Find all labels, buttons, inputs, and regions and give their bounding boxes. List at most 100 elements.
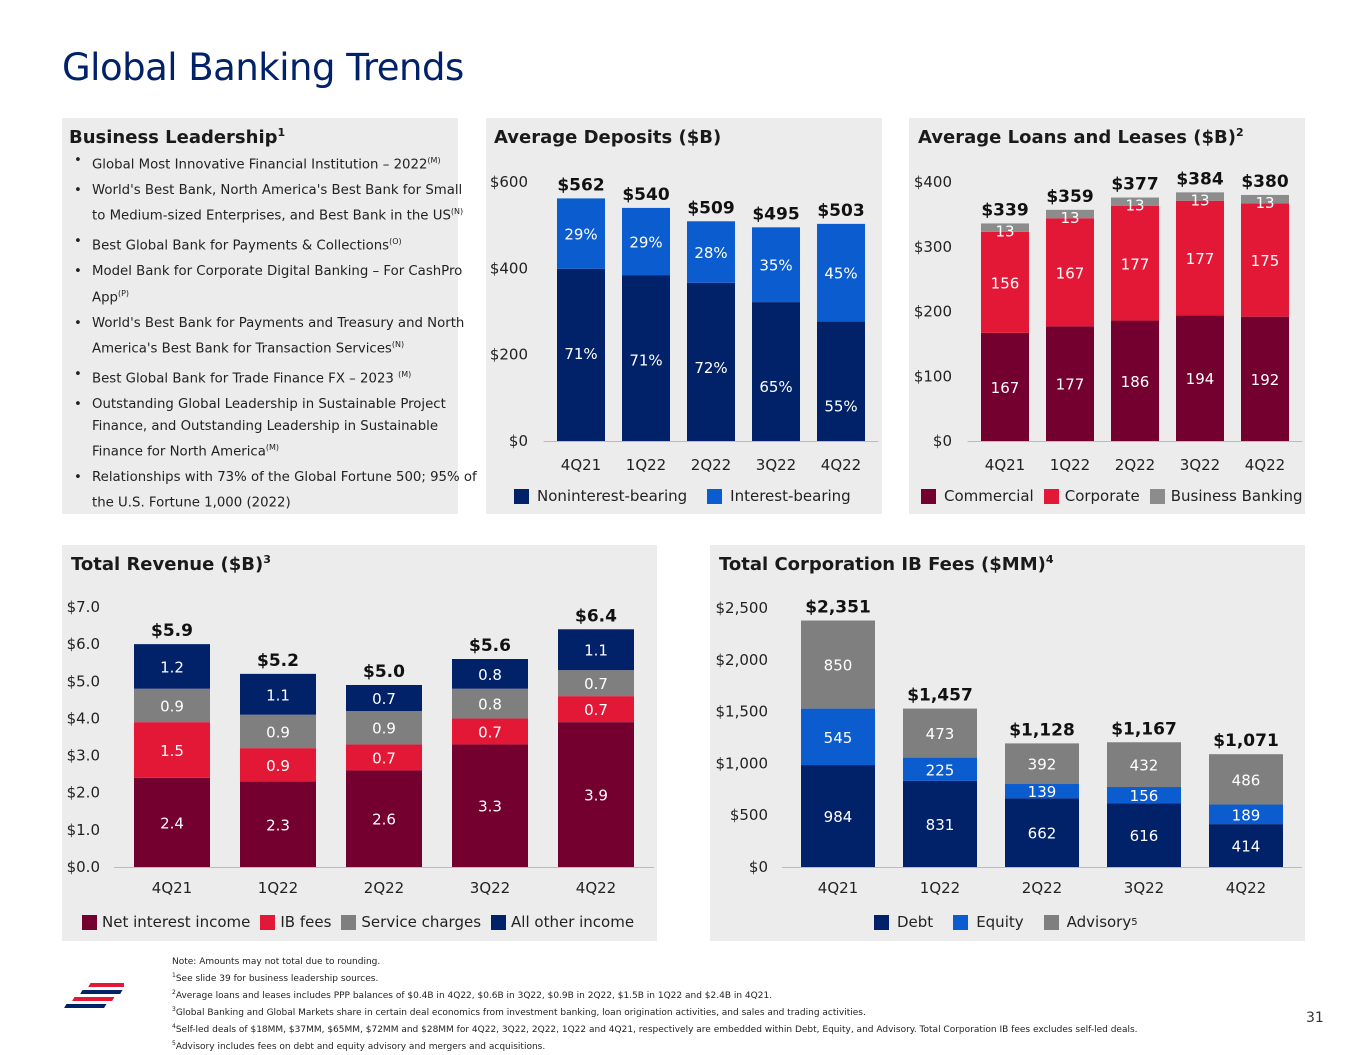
page-title: Global Banking Trends xyxy=(62,46,464,89)
legend-item: Commercial xyxy=(921,487,1034,505)
bar-segment xyxy=(558,629,634,671)
bar-segment xyxy=(1111,320,1159,441)
data-label: 177 xyxy=(1056,376,1085,394)
leadership-item: Global Most Innovative Financial Institu… xyxy=(74,150,477,176)
data-label: 1.1 xyxy=(584,642,608,660)
data-label: 984 xyxy=(824,808,853,826)
legend-label: Net interest income xyxy=(102,913,251,931)
data-label: 13 xyxy=(995,222,1014,240)
x-tick-label: 4Q22 xyxy=(576,879,616,897)
bar-segment xyxy=(981,223,1029,232)
footnote-number: 3 xyxy=(172,1006,176,1014)
bar-segment xyxy=(981,231,1029,333)
footnote-number: 2 xyxy=(172,989,176,997)
data-label: 177 xyxy=(1186,250,1215,268)
legend-footnote: 5 xyxy=(1131,916,1138,928)
bar-segment xyxy=(1046,326,1094,441)
footnote-ref: (O) xyxy=(389,237,402,247)
footnote: 3Global Banking and Global Markets share… xyxy=(172,1003,1138,1020)
bar-segment xyxy=(346,770,422,867)
legend-item: Business Banking xyxy=(1149,487,1303,505)
legend-item: Advisory 5 xyxy=(1043,913,1138,931)
bar-segment xyxy=(903,708,977,758)
total-label: $377 xyxy=(1111,175,1158,195)
data-label: 225 xyxy=(926,761,955,779)
footnotes: Note: Amounts may not total due to round… xyxy=(172,952,1138,1055)
y-tick-label: $100 xyxy=(914,367,952,385)
leadership-item: World's Best Bank for Payments and Treas… xyxy=(74,313,477,360)
y-tick-label: $300 xyxy=(914,238,952,256)
bar-segment xyxy=(1209,824,1283,867)
total-label: $1,071 xyxy=(1213,731,1279,751)
footnote-ref: (M) xyxy=(427,156,441,165)
data-label: 65% xyxy=(759,378,792,396)
bar-segment xyxy=(558,722,634,867)
page-number: 31 xyxy=(1306,1010,1324,1026)
data-label: 167 xyxy=(991,379,1020,397)
deposits-legend: Noninterest-bearing Interest-bearing xyxy=(514,487,871,505)
legend-item: Corporate xyxy=(1043,487,1140,505)
data-label: 13 xyxy=(1190,191,1209,209)
leadership-title: Business Leadership1 xyxy=(69,126,286,148)
leadership-text: Global Most Innovative Financial Institu… xyxy=(92,157,428,173)
data-label: 29% xyxy=(629,234,662,252)
bar-segment xyxy=(134,644,210,689)
revenue-title: Total Revenue ($B)3 xyxy=(71,553,271,575)
data-label: 662 xyxy=(1028,825,1057,843)
data-label: 414 xyxy=(1232,838,1261,856)
x-tick-label: 2Q22 xyxy=(1115,456,1155,474)
data-label: 167 xyxy=(1056,264,1085,282)
legend-label: Equity xyxy=(976,913,1024,931)
leadership-text: Best Global Bank for Trade Finance FX – … xyxy=(92,371,399,387)
bar-segment xyxy=(452,659,528,689)
leadership-text: World's Best Bank for Payments and Treas… xyxy=(92,315,465,357)
leadership-item: Relationships with 73% of the Global For… xyxy=(74,467,477,514)
footnote: 5Advisory includes fees on debt and equi… xyxy=(172,1037,1138,1054)
bar-segment xyxy=(752,302,800,441)
footnote: 2Average loans and leases includes PPP b… xyxy=(172,986,1138,1003)
data-label: 13 xyxy=(1060,209,1079,227)
bar-segment xyxy=(452,688,528,719)
data-label: 71% xyxy=(629,351,662,369)
data-label: 392 xyxy=(1028,756,1057,774)
bar-segment xyxy=(1209,804,1283,825)
data-label: 156 xyxy=(1130,787,1159,805)
bar-segment xyxy=(752,227,800,303)
x-tick-label: 3Q22 xyxy=(756,456,796,474)
footnote-ref: (M) xyxy=(398,370,412,380)
y-tick-label: $200 xyxy=(490,346,528,364)
x-tick-label: 2Q22 xyxy=(691,456,731,474)
ib-fees-title: Total Corporation IB Fees ($MM)4 xyxy=(719,553,1054,575)
x-tick-label: 1Q22 xyxy=(920,879,960,897)
bar-segment xyxy=(452,744,528,867)
y-tick-label: $4.0 xyxy=(67,709,100,727)
x-tick-label: 3Q22 xyxy=(1180,456,1220,474)
total-label: $6.4 xyxy=(575,606,617,626)
x-tick-label: 1Q22 xyxy=(626,456,666,474)
data-label: 545 xyxy=(824,729,853,747)
data-label: 1.1 xyxy=(266,686,290,704)
bar-segment xyxy=(1107,742,1181,788)
bar-segment xyxy=(1046,209,1094,219)
bar-segment xyxy=(1176,192,1224,201)
x-tick-label: 4Q21 xyxy=(985,456,1025,474)
bar-segment xyxy=(622,207,670,276)
footnote-number: 4 xyxy=(172,1023,176,1031)
legend-swatch xyxy=(953,914,969,930)
y-tick-label: $200 xyxy=(914,303,952,321)
total-label: $380 xyxy=(1241,172,1288,192)
y-tick-label: $6.0 xyxy=(67,635,100,653)
bar-segment xyxy=(801,620,875,709)
y-tick-label: $1,000 xyxy=(716,754,769,772)
legend-item: Debt xyxy=(874,913,933,931)
total-label: $5.6 xyxy=(469,636,511,656)
legend-swatch xyxy=(514,488,529,504)
data-label: 45% xyxy=(824,265,857,283)
footnote-number: 5 xyxy=(172,1040,176,1048)
data-label: 156 xyxy=(991,274,1020,292)
bar-segment xyxy=(817,223,865,322)
leadership-item: Best Global Bank for Trade Finance FX – … xyxy=(74,364,477,390)
data-label: 0.8 xyxy=(478,666,502,684)
legend-item: Service charges xyxy=(341,913,481,931)
